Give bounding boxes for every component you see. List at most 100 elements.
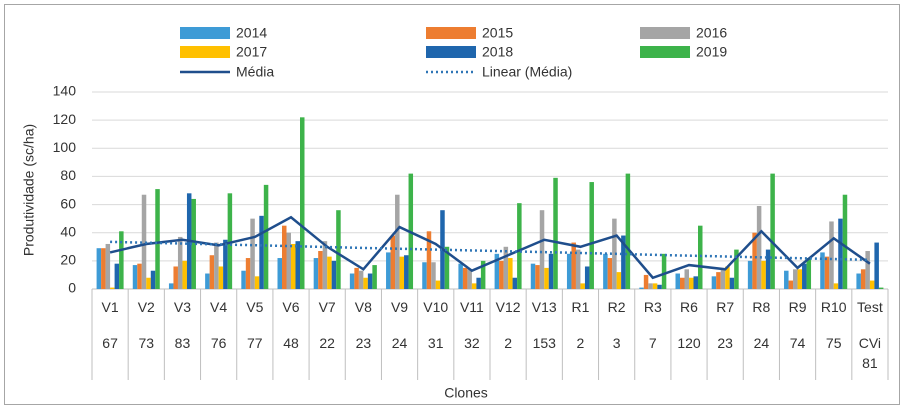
x-tick-label: V10	[423, 299, 449, 315]
bar	[146, 277, 151, 289]
x-subtick-label: 74	[789, 335, 806, 351]
bar	[603, 253, 608, 289]
x-tick-label: V7	[318, 299, 336, 315]
x-tick-label: V5	[246, 299, 264, 315]
x-subtick-label: 75	[825, 335, 842, 351]
x-tick-label: R9	[788, 299, 807, 315]
x-subtick-label: 24	[391, 335, 408, 351]
x-subtick-label: CVi 81	[858, 335, 882, 371]
legend-label: 2018	[482, 44, 513, 60]
bar	[716, 272, 721, 289]
legend-swatch	[426, 27, 476, 39]
bar	[548, 253, 554, 289]
y-tick-label: 120	[53, 111, 77, 127]
bar	[191, 198, 196, 289]
bar	[793, 269, 798, 289]
bar	[865, 251, 870, 289]
x-tick-label: R3	[643, 299, 662, 315]
bar	[621, 235, 626, 289]
y-tick-label: 100	[53, 139, 77, 155]
bar	[761, 260, 766, 289]
bar	[580, 283, 585, 289]
bar	[824, 256, 830, 289]
bar	[530, 263, 536, 289]
bar	[512, 277, 518, 289]
bar	[639, 287, 644, 289]
bar	[842, 194, 848, 289]
bar	[173, 266, 178, 289]
x-tick-label: V8	[354, 299, 372, 315]
legend-swatch	[180, 27, 230, 39]
legend-label: Média	[236, 64, 274, 80]
bar	[575, 249, 581, 289]
bar	[869, 280, 875, 289]
bar	[395, 194, 400, 289]
bar	[390, 235, 396, 289]
bar	[661, 253, 667, 289]
x-tick-label: R2	[607, 299, 626, 315]
y-tick-label: 140	[53, 83, 77, 99]
bar	[254, 276, 260, 289]
bar	[788, 280, 794, 289]
legend-label: 2019	[696, 44, 727, 60]
x-tick-label: V4	[210, 299, 228, 315]
bar	[765, 249, 771, 289]
x-axis-title: Clones	[444, 385, 488, 401]
bar	[860, 269, 866, 289]
legend-swatch	[180, 46, 230, 58]
bar	[101, 248, 106, 289]
bar	[698, 225, 703, 289]
bar	[648, 283, 653, 289]
bar	[105, 243, 111, 289]
bar	[616, 272, 622, 289]
bar	[214, 242, 219, 289]
bar	[367, 273, 373, 289]
bar	[874, 242, 879, 289]
x-tick-label: V12	[495, 299, 521, 315]
x-subtick-label: 2	[576, 335, 585, 351]
bar	[435, 280, 441, 289]
x-tick-label: R10	[820, 299, 847, 315]
bar	[517, 203, 522, 289]
legend-label: Linear (Média)	[482, 64, 572, 80]
bar	[711, 276, 717, 289]
bar	[358, 270, 364, 289]
bar	[404, 255, 409, 289]
x-subtick-label: 23	[355, 335, 372, 351]
bar	[838, 218, 843, 289]
legend-swatch	[426, 46, 476, 58]
bar	[643, 274, 649, 289]
bar	[277, 258, 282, 289]
x-subtick-label: 22	[319, 335, 335, 351]
bar	[462, 267, 468, 289]
x-tick-label: R8	[752, 299, 771, 315]
x-tick-label: V3	[173, 299, 191, 315]
x-subtick-label: 120	[677, 335, 701, 351]
bar	[734, 249, 739, 289]
legend-label: 2014	[236, 25, 267, 41]
x-subtick-label: 77	[247, 335, 263, 351]
x-subtick-label: 48	[283, 335, 299, 351]
x-subtick-label: 31	[427, 335, 444, 351]
x-tick-label: V13	[531, 299, 557, 315]
y-tick-label: 20	[60, 252, 76, 268]
bar	[295, 241, 300, 289]
bar	[458, 263, 463, 289]
bar	[372, 265, 377, 289]
bar	[444, 246, 450, 289]
bar	[114, 263, 120, 289]
x-tick-label: R7	[716, 299, 735, 315]
x-subtick-label: 73	[138, 335, 155, 351]
bar	[720, 269, 726, 289]
bar	[96, 248, 102, 289]
bar	[205, 273, 210, 289]
bar	[833, 283, 839, 289]
line	[109, 215, 871, 280]
bar	[177, 236, 183, 289]
bar	[349, 273, 355, 289]
bar	[331, 260, 337, 289]
bar	[422, 262, 427, 289]
legend-swatch	[640, 27, 690, 39]
